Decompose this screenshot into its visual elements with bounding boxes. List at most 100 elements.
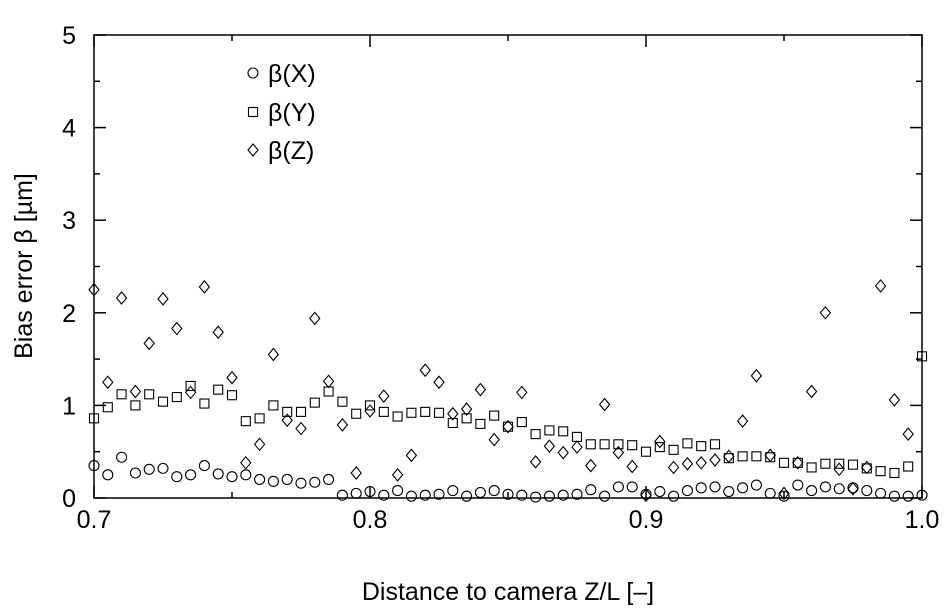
y-tick-label: 3 [62,207,76,235]
legend-entry: β(Z) [247,137,314,165]
square-point [254,413,265,424]
square-point [295,406,307,417]
diamond-point [447,406,459,421]
diamond-point [543,439,556,454]
y-tick-label: 2 [62,300,76,328]
square-point [502,421,514,432]
circle-point [281,473,293,486]
legend-entry: β(X) [247,60,316,88]
square-point [585,439,596,450]
diamond-point [309,311,321,326]
square-point [364,400,376,411]
diamond-point [640,488,652,503]
diamond-point [336,417,349,432]
square-point [847,459,859,470]
series-diamond [88,279,914,503]
circle-point [916,489,928,501]
square-point [737,451,748,462]
square-point [351,408,362,419]
square-point [171,392,182,403]
circle-point [254,473,266,486]
diamond-point [819,305,832,320]
diamond-point [902,427,914,441]
diamond-point [681,456,694,471]
diamond-point [736,414,749,429]
series-circle [88,451,928,503]
circle-point [240,469,252,481]
square-point [875,466,886,477]
circle-point [198,460,210,472]
square-point [668,444,679,455]
circle-point [875,487,887,499]
circle-point [764,487,776,499]
circle-point [323,473,335,486]
axis-ticks [93,34,923,499]
circle-point [157,462,169,474]
legend-entry: β(Y) [247,99,316,127]
circle-point [888,490,900,502]
diamond-point [805,384,818,399]
diamond-point [626,459,638,474]
diamond-point [419,363,431,378]
axis-tick-labels: 0.7 0.8 0.9 1.0 0 1 2 3 4 5 [62,22,939,534]
diamond-point [129,384,142,399]
square-point [516,417,527,428]
circle-point [88,460,100,472]
diamond-point [833,462,845,477]
x-tick-label: 1.0 [905,506,940,534]
circle-point [530,491,542,503]
circle-point [654,485,666,498]
square-point [116,389,127,400]
square-point [102,402,113,413]
circle-point [392,485,404,497]
circle-point [737,482,749,494]
diamond-point [529,455,542,469]
diamond-point [557,445,569,460]
diamond-point [709,453,721,467]
circle-point [350,487,362,499]
diamond-point [212,325,224,340]
circle-point [309,476,321,488]
x-tick-label: 0.8 [353,506,388,534]
legend-circle-marker [247,67,259,79]
diamond-point [695,455,707,470]
circle-point [185,469,197,481]
square-point [640,446,652,457]
circle-point [295,477,307,489]
circle-point [129,467,141,479]
y-tick-label: 5 [62,22,76,50]
square-point [903,461,914,472]
square-point [268,400,279,411]
circle-point [405,490,417,502]
square-point [282,406,293,417]
square-point [130,400,141,411]
circle-point [626,481,638,493]
diamond-point [253,437,266,452]
square-point [792,457,803,468]
circle-point [474,486,486,498]
circle-point [336,489,348,501]
circle-point [516,489,528,501]
circle-point [102,469,114,481]
diamond-point [750,368,763,383]
legend-diamond-marker [247,143,259,157]
diamond-point [198,280,211,294]
series-square [88,351,928,479]
square-point [420,406,431,417]
circle-point [750,479,762,491]
circle-point [502,488,514,500]
square-point [834,458,845,469]
circle-point [419,489,431,501]
circle-point [212,468,224,480]
circle-point [226,471,238,483]
square-point [337,396,348,407]
diamond-point [143,336,155,351]
circle-point [543,490,555,502]
circle-point [143,463,155,475]
circle-point [778,490,790,502]
diamond-point [391,467,404,482]
square-point [144,389,155,400]
square-point [530,429,541,440]
diamond-point [571,440,583,454]
legend-label: β(Y) [268,99,316,127]
